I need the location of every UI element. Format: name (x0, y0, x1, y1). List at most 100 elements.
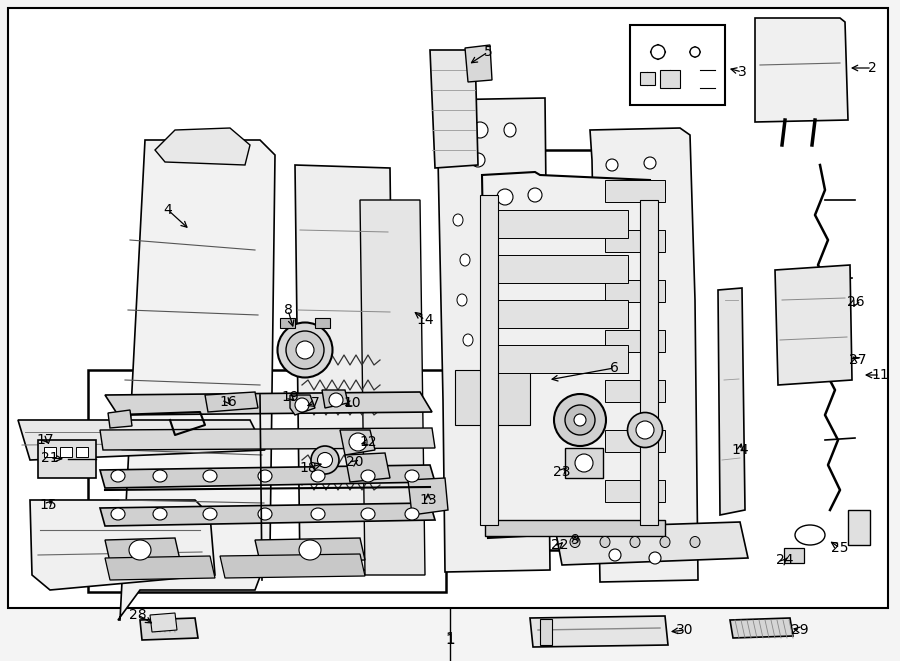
Bar (468, 150, 668, 550)
Polygon shape (295, 165, 395, 570)
Ellipse shape (609, 549, 621, 561)
Ellipse shape (795, 525, 825, 545)
Text: 1: 1 (446, 633, 454, 648)
Ellipse shape (361, 470, 375, 482)
Text: 6: 6 (609, 361, 618, 375)
Ellipse shape (153, 470, 167, 482)
Ellipse shape (636, 421, 654, 439)
Ellipse shape (471, 153, 485, 167)
Text: 25: 25 (832, 541, 849, 555)
Bar (480, 195, 498, 525)
Polygon shape (150, 613, 177, 632)
Text: 19: 19 (281, 390, 299, 404)
Text: 1: 1 (446, 633, 454, 647)
Ellipse shape (649, 552, 661, 564)
Bar (88, 370, 446, 592)
Polygon shape (290, 395, 315, 415)
Polygon shape (345, 453, 390, 482)
Ellipse shape (472, 122, 488, 138)
Ellipse shape (690, 47, 700, 57)
Ellipse shape (203, 508, 217, 520)
Polygon shape (755, 18, 848, 122)
Text: 17: 17 (36, 433, 54, 447)
Text: 28: 28 (130, 608, 147, 622)
Ellipse shape (296, 341, 314, 359)
Polygon shape (555, 522, 748, 565)
Ellipse shape (286, 331, 324, 369)
Bar (605, 280, 665, 302)
Ellipse shape (318, 453, 332, 467)
Ellipse shape (460, 254, 470, 266)
Bar (565, 448, 603, 478)
Text: 20: 20 (346, 455, 364, 469)
Ellipse shape (311, 446, 339, 474)
Bar (498, 300, 628, 328)
Text: 18: 18 (299, 461, 317, 475)
Ellipse shape (203, 470, 217, 482)
Polygon shape (590, 128, 698, 582)
Bar (38, 440, 96, 478)
Polygon shape (118, 140, 275, 620)
Ellipse shape (627, 412, 662, 447)
Ellipse shape (405, 508, 419, 520)
Ellipse shape (295, 398, 309, 412)
Bar (498, 210, 628, 238)
Text: 27: 27 (850, 353, 867, 367)
Polygon shape (430, 50, 478, 168)
Ellipse shape (528, 188, 542, 202)
Text: 12: 12 (359, 435, 377, 449)
Bar (605, 230, 665, 252)
Polygon shape (775, 265, 852, 385)
Polygon shape (640, 72, 655, 85)
Ellipse shape (329, 393, 343, 407)
Text: 14: 14 (731, 443, 749, 457)
Bar (848, 510, 870, 545)
Polygon shape (718, 288, 745, 515)
Ellipse shape (405, 470, 419, 482)
Polygon shape (482, 172, 658, 538)
Ellipse shape (690, 537, 700, 547)
Ellipse shape (153, 508, 167, 520)
Ellipse shape (651, 45, 665, 59)
Bar (498, 255, 628, 283)
Text: 24: 24 (776, 553, 794, 567)
Polygon shape (255, 538, 365, 562)
Ellipse shape (630, 537, 640, 547)
Text: 13: 13 (419, 493, 436, 507)
Text: 15: 15 (40, 498, 57, 512)
Bar (605, 530, 665, 552)
Text: 23: 23 (554, 465, 571, 479)
Text: 9: 9 (571, 533, 580, 547)
Text: 16: 16 (219, 395, 237, 409)
Text: 30: 30 (676, 623, 694, 637)
Ellipse shape (497, 189, 513, 205)
Text: 7: 7 (310, 396, 320, 410)
Text: 26: 26 (847, 295, 865, 309)
Polygon shape (340, 430, 375, 455)
Text: 22: 22 (551, 538, 569, 552)
Polygon shape (730, 618, 793, 638)
Text: 3: 3 (738, 65, 746, 79)
Ellipse shape (600, 537, 610, 547)
Polygon shape (18, 420, 265, 460)
Text: 14: 14 (416, 313, 434, 327)
Ellipse shape (504, 123, 516, 137)
Bar (605, 330, 665, 352)
Ellipse shape (457, 294, 467, 306)
Bar (76, 447, 88, 457)
Ellipse shape (129, 540, 151, 560)
Polygon shape (660, 70, 680, 88)
Polygon shape (100, 428, 435, 450)
Bar (498, 345, 628, 373)
Bar (605, 430, 665, 452)
Polygon shape (360, 200, 425, 575)
Polygon shape (105, 556, 215, 580)
Ellipse shape (644, 157, 656, 169)
Polygon shape (108, 410, 132, 428)
Polygon shape (205, 392, 258, 412)
Ellipse shape (361, 508, 375, 520)
Text: 21: 21 (41, 451, 58, 465)
Text: 4: 4 (164, 203, 173, 217)
Ellipse shape (299, 540, 321, 560)
Bar (630, 25, 725, 105)
